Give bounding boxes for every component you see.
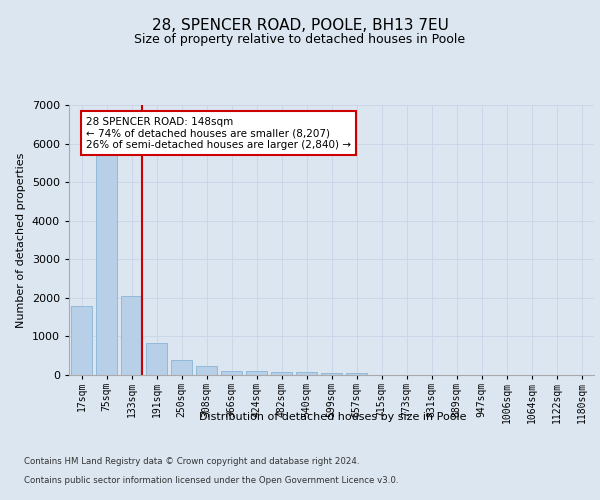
Bar — [221, 371, 242, 375]
Bar — [246, 371, 267, 375]
Text: Distribution of detached houses by size in Poole: Distribution of detached houses by size … — [199, 412, 467, 422]
Bar — [196, 366, 217, 375]
Text: Contains HM Land Registry data © Crown copyright and database right 2024.: Contains HM Land Registry data © Crown c… — [24, 458, 359, 466]
Text: Contains public sector information licensed under the Open Government Licence v3: Contains public sector information licen… — [24, 476, 398, 485]
Y-axis label: Number of detached properties: Number of detached properties — [16, 152, 26, 328]
Bar — [296, 372, 317, 375]
Bar — [121, 296, 142, 375]
Text: Size of property relative to detached houses in Poole: Size of property relative to detached ho… — [134, 32, 466, 46]
Text: 28, SPENCER ROAD, POOLE, BH13 7EU: 28, SPENCER ROAD, POOLE, BH13 7EU — [152, 18, 448, 32]
Bar — [171, 360, 192, 375]
Bar — [346, 372, 367, 375]
Bar — [146, 344, 167, 375]
Bar — [71, 306, 92, 375]
Text: 28 SPENCER ROAD: 148sqm
← 74% of detached houses are smaller (8,207)
26% of semi: 28 SPENCER ROAD: 148sqm ← 74% of detache… — [86, 116, 351, 150]
Bar — [96, 150, 117, 375]
Bar — [321, 373, 342, 375]
Bar — [271, 372, 292, 375]
